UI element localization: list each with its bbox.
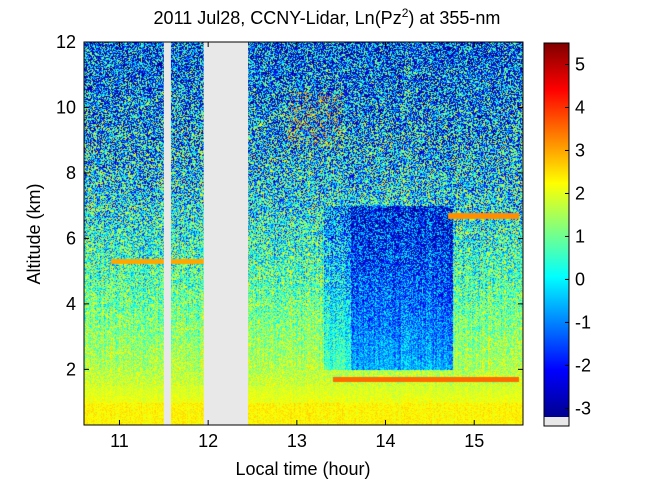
colorbar-tick-label: -1 [575,312,591,332]
y-tick-label: 12 [56,32,76,52]
y-tick-label: 10 [56,97,76,117]
no-data-gap [203,42,249,425]
colorbar-nodata-swatch [544,417,569,426]
colorbar-tick-label: 4 [575,97,585,117]
colorbar-gradient [544,43,569,417]
colorbar-tick-label: 3 [575,140,585,160]
colorbar-tick-label: 1 [575,226,585,246]
y-axis-label: Altitude (km) [24,183,44,284]
x-axis-label: Local time (hour) [235,459,370,479]
colorbar-tick-label: 2 [575,183,585,203]
x-axis: 11 12 13 14 15 [110,42,484,451]
x-tick-label: 13 [287,431,307,451]
y-axis: 2 4 6 8 10 12 [56,32,523,379]
x-tick-label: 12 [198,431,218,451]
chart-title: 2011 Jul28, CCNY-Lidar, Ln(Pz2) at 355-n… [154,6,501,28]
colorbar: 5 4 3 2 1 0 -1 -2 -3 [543,42,591,427]
no-data-gap [163,42,171,425]
heatmap-plot-area [83,41,524,426]
y-tick-label: 6 [66,228,76,248]
colorbar-tick-label: 0 [575,269,585,289]
data-gaps-group [163,42,249,425]
x-tick-label: 11 [110,431,129,451]
colorbar-tick-label: -3 [575,398,591,418]
colorbar-tick-label: 5 [575,54,585,74]
colorbar-frame [543,42,570,427]
colorbar-tick-label: -2 [575,355,591,375]
plot-frame [83,41,524,426]
y-tick-label: 8 [66,163,76,183]
colorbar-ticks: 5 4 3 2 1 0 -1 -2 -3 [565,54,591,418]
x-tick-label: 14 [376,431,396,451]
y-tick-label: 4 [66,294,76,314]
x-tick-label: 15 [464,431,484,451]
y-tick-label: 2 [66,359,76,379]
lidar-heatmap-image [84,42,523,425]
